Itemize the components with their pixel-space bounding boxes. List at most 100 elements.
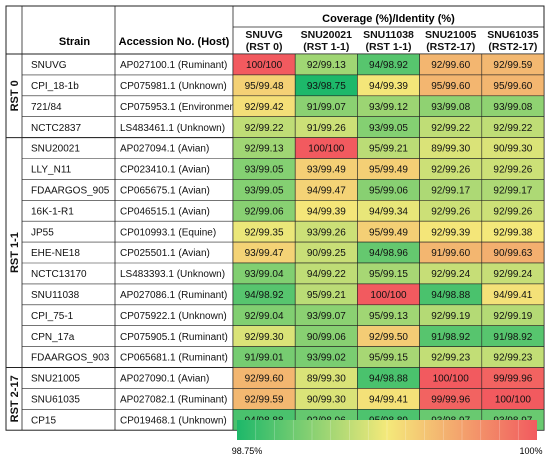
column-name-label: SNU61035 (487, 29, 539, 41)
strain-label: LLY_N11 (31, 165, 72, 176)
cell-value-label: 95/99.06 (369, 185, 408, 196)
cell-value-label: 91/99.07 (307, 102, 346, 113)
column-group-label: (RST 1-1) (365, 41, 411, 53)
cell-value-label: 92/99.42 (245, 102, 284, 113)
cell-value-label: 92/99.24 (431, 269, 470, 280)
accession-column-header: Accession No. (Host) (119, 36, 230, 48)
strain-label: NCTC2837 (31, 123, 81, 134)
cell-value-label: 90/99.25 (307, 248, 346, 259)
cell-value-label: 93/99.05 (245, 165, 284, 176)
cell-value-label: 91/98.92 (431, 332, 470, 343)
cell-value-label: 92/99.13 (245, 144, 284, 155)
strain-label: FDAARGOS_903 (31, 353, 110, 364)
accession-label: AP027090.1 (Avian) (120, 374, 209, 385)
row-labels: SNUVG AP027100.1 (Ruminant) CPI_18-1b CP075… (31, 60, 241, 426)
cell-value-label: 92/99.35 (245, 227, 284, 238)
cell-value-label: 92/99.38 (493, 227, 532, 238)
cell-value-label: 92/99.60 (245, 374, 284, 385)
reference-column-headers: SNUVG(RST 0)SNU20021(RST 1-1)SNU11038(RS… (245, 29, 538, 53)
column-group-label: (RST2-17) (488, 41, 537, 53)
cell-value-label: 92/99.23 (493, 353, 532, 364)
column-group-label: (RST 1-1) (303, 41, 349, 53)
strain-label: SNU21005 (31, 374, 80, 385)
cell-value-label: 92/99.30 (245, 332, 284, 343)
cell-value-label: 92/99.04 (245, 311, 284, 322)
column-name-label: SNUVG (245, 29, 282, 41)
group-label: RST 2-17 (9, 375, 21, 422)
cell-value-label: 94/98.88 (431, 290, 470, 301)
strain-label: FDAARGOS_905 (31, 185, 110, 196)
cell-value-label: 92/99.22 (431, 123, 470, 134)
cell-value-label: 100/100 (246, 60, 283, 71)
column-name-label: SNU21005 (425, 29, 477, 41)
cell-value-label: 90/99.63 (493, 248, 532, 259)
cell-value-label: 92/99.26 (431, 165, 470, 176)
column-group-label: (RST2-17) (426, 41, 475, 53)
cell-value-label: 92/99.13 (307, 60, 346, 71)
cell-value-label: 93/98.75 (307, 81, 346, 92)
cell-value-label: 90/99.30 (307, 394, 346, 405)
cell-value-label: 94/99.22 (307, 269, 346, 280)
cell-value-label: 92/99.17 (493, 185, 532, 196)
accession-label: LS483393.1 (Unknown) (120, 269, 225, 280)
accession-label: CP019468.1 (Unknown) (120, 415, 227, 426)
cell-value-label: 90/99.06 (307, 332, 346, 343)
cell-value-label: 93/99.08 (493, 102, 532, 113)
cell-value-label: 95/99.49 (369, 227, 408, 238)
column-group-label: (RST 0) (246, 41, 283, 53)
legend-gradient-bar (237, 420, 537, 440)
cell-value-label: 95/99.15 (369, 269, 408, 280)
cell-value-label: 94/99.39 (369, 81, 408, 92)
accession-label: CP075981.1 (Unknown) (120, 81, 227, 92)
accession-label: CP075905.1 (Ruminant) (120, 332, 228, 343)
cell-value-label: 90/99.30 (493, 144, 532, 155)
group-label: RST 0 (9, 80, 21, 111)
cell-value-label: 92/99.60 (431, 60, 470, 71)
column-name-label: SNU11038 (363, 29, 414, 41)
cell-value-label: 92/99.06 (245, 206, 284, 217)
cell-value-label: 99/99.96 (493, 374, 532, 385)
cell-value-label: 92/99.39 (431, 227, 470, 238)
cell-value-label: 94/98.88 (369, 374, 408, 385)
accession-label: CP075953.1 (Environment) (120, 102, 241, 113)
cell-value-label: 91/99.01 (245, 353, 284, 364)
cell-value-label: 92/99.22 (245, 123, 284, 134)
cell-value-label: 95/99.49 (369, 165, 408, 176)
strain-label: EHE-NE18 (31, 248, 80, 259)
strain-label: SNUVG (31, 60, 67, 71)
cell-value-label: 92/99.24 (493, 269, 532, 280)
accession-label: AP027094.1 (Avian) (120, 144, 209, 155)
accession-label: CP075922.1 (Unknown) (120, 311, 227, 322)
cell-value-label: 92/99.26 (493, 165, 532, 176)
table-frame (5, 5, 545, 431)
cell-value-label: 95/99.60 (431, 81, 470, 92)
group-label: RST 1-1 (9, 232, 21, 273)
cell-value-label: 100/100 (433, 374, 470, 385)
cell-value-label: 100/100 (308, 144, 345, 155)
cell-value-label: 100/100 (495, 394, 532, 405)
strain-label: NCTC13170 (31, 269, 87, 280)
accession-label: CP065681.1 (Ruminant) (120, 353, 228, 364)
cell-value-label: 92/99.26 (431, 206, 470, 217)
cell-value-label: 94/98.96 (369, 248, 408, 259)
cell-value-label: 93/99.47 (245, 248, 284, 259)
coverage-identity-label: Coverage (%)/Identity (%) (322, 13, 455, 25)
cell-value-label: 95/99.48 (245, 81, 284, 92)
cell-value-label: 92/99.22 (493, 123, 532, 134)
strain-label: 721/84 (31, 102, 62, 113)
cell-value-label: 94/98.92 (245, 290, 284, 301)
cell-value-label: 92/99.17 (431, 185, 470, 196)
strain-label: SNU20021 (31, 144, 80, 155)
strain-label: CPI_18-1b (31, 81, 79, 92)
cell-value-label: 95/99.13 (369, 311, 408, 322)
cell-value-label: 94/99.39 (307, 206, 346, 217)
cell-value-label: 94/99.41 (369, 394, 408, 405)
cell-value-label: 95/99.21 (369, 144, 408, 155)
cell-value-label: 93/99.07 (307, 311, 346, 322)
cell-value-label: 95/99.21 (307, 290, 346, 301)
strain-label: JP55 (31, 227, 54, 238)
cell-value-label: 92/99.59 (493, 60, 532, 71)
cell-value-label: 95/99.60 (493, 81, 532, 92)
cell-value-label: 89/99.30 (307, 374, 346, 385)
